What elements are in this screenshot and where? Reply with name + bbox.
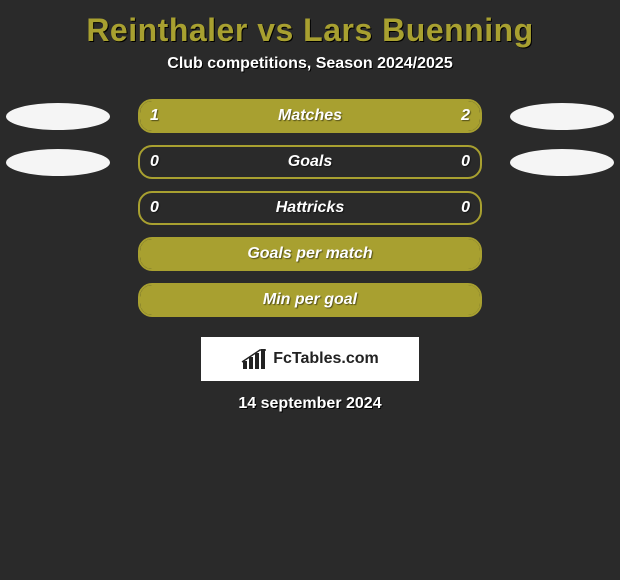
stat-label: Goals per match: [140, 239, 480, 269]
stat-label: Matches: [140, 101, 480, 131]
stat-bar: 00Hattricks: [138, 191, 482, 225]
stat-bar: 12Matches: [138, 99, 482, 133]
subtitle: Club competitions, Season 2024/2025: [0, 55, 620, 73]
player-left-oval: [6, 103, 110, 130]
stat-row: 00Hattricks: [0, 193, 620, 223]
stat-label: Goals: [140, 147, 480, 177]
stat-label: Hattricks: [140, 193, 480, 223]
stat-rows: 12Matches 00Goals 00Hattricks Goals per mat…: [0, 101, 620, 315]
player-right-oval: [510, 103, 614, 130]
brand-box[interactable]: FcTables.com: [201, 337, 419, 381]
date-label: 14 september 2024: [0, 395, 620, 413]
player-left-oval: [6, 149, 110, 176]
stat-label: Min per goal: [140, 285, 480, 315]
stat-row: 12Matches: [0, 101, 620, 131]
page-title: Reinthaler vs Lars Buenning: [0, 12, 620, 49]
bar-chart-icon: [241, 349, 269, 369]
stat-row: 00Goals: [0, 147, 620, 177]
comparison-card: Reinthaler vs Lars Buenning Club competi…: [0, 0, 620, 413]
stat-row: Min per goal: [0, 285, 620, 315]
player-right-oval: [510, 149, 614, 176]
brand-label: FcTables.com: [273, 350, 379, 368]
stat-bar: Min per goal: [138, 283, 482, 317]
stat-row: Goals per match: [0, 239, 620, 269]
stat-bar: 00Goals: [138, 145, 482, 179]
stat-bar: Goals per match: [138, 237, 482, 271]
